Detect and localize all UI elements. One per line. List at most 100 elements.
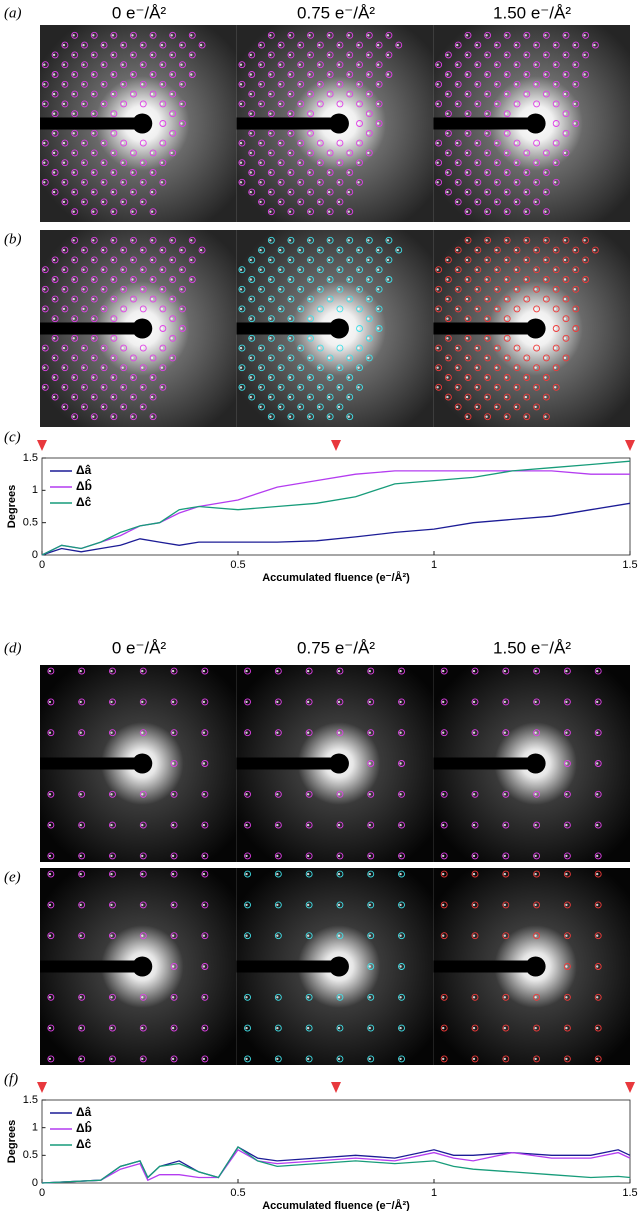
indexed-spot	[464, 393, 472, 401]
indexed-spot	[307, 374, 314, 381]
spot	[92, 258, 95, 262]
spot	[131, 92, 134, 96]
indexed-spot	[90, 276, 98, 283]
spot	[121, 63, 124, 66]
spot	[131, 258, 134, 262]
spot	[249, 73, 252, 76]
spot	[544, 395, 547, 399]
indexed-spot	[502, 698, 510, 706]
indexed-spot	[484, 236, 492, 244]
indexed-spot	[248, 169, 256, 176]
indexed-spot	[336, 993, 344, 1001]
spot	[259, 83, 262, 86]
indexed-spot	[395, 246, 403, 254]
spot	[514, 268, 518, 271]
spot	[249, 53, 252, 57]
spot	[495, 83, 498, 86]
x-axis-label: Accumulated fluence (e⁻/Å²)	[262, 571, 410, 584]
indexed-spot	[139, 901, 147, 909]
indexed-spot	[444, 188, 452, 196]
indexed-spot	[51, 51, 59, 59]
indexed-spot	[90, 31, 98, 39]
indexed-spot	[513, 100, 521, 108]
spot	[357, 161, 360, 164]
spot	[180, 307, 183, 311]
spot	[171, 793, 175, 796]
indexed-spot	[188, 31, 196, 39]
indexed-spot	[326, 276, 334, 283]
spot	[573, 288, 576, 291]
spot	[121, 161, 124, 164]
indexed-spot	[562, 129, 570, 137]
spot	[160, 288, 164, 291]
indexed-spot	[563, 790, 571, 798]
y-tick-label: 1	[32, 1122, 38, 1134]
indexed-spot	[100, 266, 108, 274]
indexed-spot	[513, 305, 521, 313]
spot	[596, 793, 599, 796]
spot	[465, 151, 469, 155]
indexed-spot	[563, 667, 571, 675]
spot	[245, 854, 248, 858]
spot	[202, 823, 206, 827]
spot	[505, 376, 508, 379]
indexed-spot	[375, 41, 383, 49]
indexed-spot	[326, 393, 334, 401]
indexed-spot	[542, 90, 550, 98]
indexed-spot	[523, 90, 531, 98]
indexed-spot	[109, 729, 116, 737]
beam-stop	[132, 956, 153, 977]
indexed-spot	[502, 932, 510, 940]
indexed-spot	[454, 41, 462, 49]
indexed-spot	[81, 285, 88, 293]
indexed-spot	[287, 90, 295, 98]
indexed-spot	[346, 71, 354, 78]
indexed-spot	[493, 364, 501, 372]
spot	[298, 181, 301, 184]
indexed-spot	[435, 80, 443, 88]
indexed-spot	[179, 246, 186, 254]
indexed-spot	[277, 159, 285, 167]
indexed-spot	[316, 139, 324, 147]
indexed-spot	[503, 129, 511, 137]
indexed-spot	[109, 901, 116, 909]
spot	[563, 356, 567, 360]
spot	[495, 141, 498, 145]
indexed-spot	[287, 149, 295, 157]
x-tick-label: 1.5	[622, 559, 637, 571]
indexed-spot	[326, 256, 334, 264]
spot	[121, 248, 124, 252]
indexed-spot	[297, 61, 305, 69]
spot	[472, 823, 476, 827]
indexed-spot	[51, 129, 59, 137]
spot	[288, 73, 292, 76]
spot	[269, 395, 272, 399]
indexed-spot	[367, 901, 375, 909]
indexed-spot	[454, 403, 462, 411]
indexed-spot	[110, 334, 118, 342]
indexed-spot	[61, 246, 69, 254]
indexed-spot	[274, 729, 282, 737]
spot	[534, 43, 537, 47]
indexed-spot	[110, 393, 118, 401]
spot	[141, 669, 144, 673]
indexed-spot	[493, 246, 501, 254]
spot	[472, 1057, 476, 1061]
indexed-spot	[100, 383, 108, 391]
spot	[465, 395, 469, 399]
indexed-spot	[149, 149, 157, 157]
spot	[534, 386, 537, 389]
spot	[72, 171, 75, 174]
spot	[239, 102, 243, 106]
spot	[43, 307, 46, 311]
indexed-spot	[563, 698, 571, 706]
spot	[101, 268, 105, 271]
spot	[288, 210, 292, 213]
beam-stop	[40, 117, 143, 130]
indexed-spot	[130, 188, 137, 196]
spot	[111, 258, 115, 262]
indexed-spot	[484, 256, 492, 264]
spot	[92, 132, 95, 135]
spot	[399, 762, 402, 765]
spot	[472, 1026, 476, 1030]
